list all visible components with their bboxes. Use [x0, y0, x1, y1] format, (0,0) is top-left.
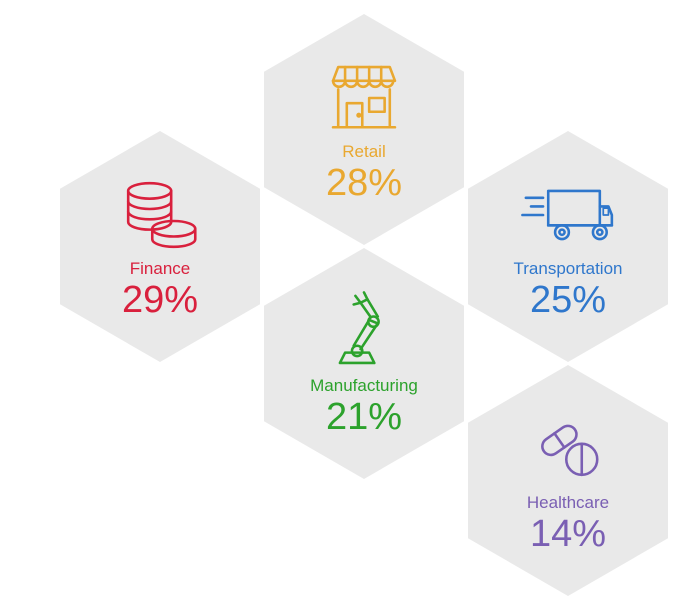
infographic-stage: Finance 29% Retail	[0, 0, 700, 602]
hex-value: 25%	[530, 281, 606, 321]
hex-label: Transportation	[514, 260, 623, 279]
hex-retail: Retail 28%	[264, 14, 464, 245]
hex-value: 14%	[530, 515, 606, 555]
coins-icon	[117, 172, 203, 258]
hex-label: Healthcare	[527, 494, 609, 513]
hex-manufacturing: Manufacturing 21%	[264, 248, 464, 479]
hex-label: Retail	[342, 143, 385, 162]
hex-value: 21%	[326, 398, 402, 438]
hex-healthcare: Healthcare 14%	[468, 365, 668, 596]
hex-value: 29%	[122, 281, 198, 321]
hex-finance: Finance 29%	[60, 131, 260, 362]
hex-label: Finance	[130, 260, 190, 279]
hex-value: 28%	[326, 164, 402, 204]
pills-icon	[525, 406, 611, 492]
hex-label: Manufacturing	[310, 377, 418, 396]
storefront-icon	[321, 55, 407, 141]
hex-transportation: Transportation 25%	[468, 131, 668, 362]
robot-arm-icon	[321, 289, 407, 375]
truck-icon	[520, 172, 616, 258]
